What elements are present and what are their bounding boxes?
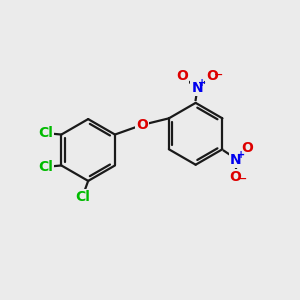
Text: O: O <box>241 141 253 155</box>
Text: Cl: Cl <box>75 190 90 204</box>
Text: Cl: Cl <box>38 160 52 174</box>
Text: N: N <box>191 81 203 94</box>
Text: O: O <box>230 169 242 184</box>
Text: O: O <box>206 69 218 83</box>
Text: +: + <box>237 150 245 160</box>
Text: Cl: Cl <box>38 126 52 140</box>
Text: +: + <box>198 78 206 88</box>
Text: −: − <box>214 70 224 80</box>
Text: O: O <box>176 69 188 83</box>
Text: N: N <box>230 153 242 166</box>
Text: −: − <box>238 174 247 184</box>
Text: O: O <box>136 118 148 132</box>
